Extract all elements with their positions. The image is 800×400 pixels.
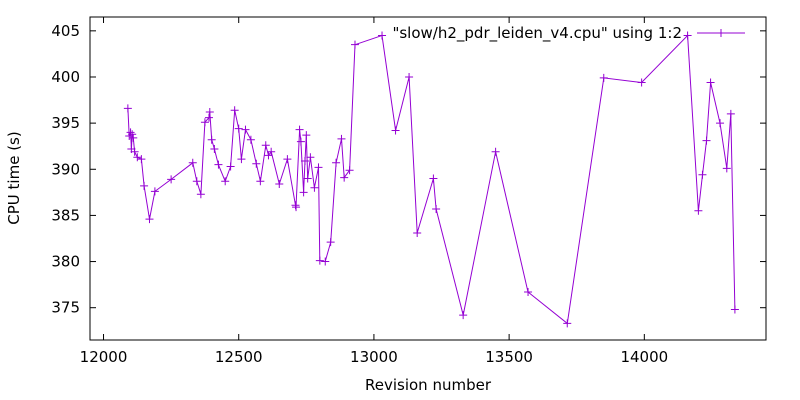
data-point — [337, 134, 346, 143]
y-tick-label: 385 — [51, 206, 80, 224]
x-tick-label: 12500 — [215, 348, 263, 366]
data-point — [524, 288, 533, 297]
data-point — [129, 133, 138, 142]
data-point — [340, 173, 349, 182]
data-point — [226, 162, 235, 171]
data-point — [306, 153, 315, 162]
x-axis: 12000 12500 13000 13500 14000 — [80, 17, 668, 366]
legend: "slow/h2_pdr_leiden_v4.cpu" using 1:2 — [392, 24, 745, 43]
legend-marker — [717, 29, 725, 37]
data-point — [267, 147, 276, 156]
y-axis-label: CPU time (s) — [5, 131, 23, 224]
data-point — [332, 158, 341, 167]
data-point — [459, 311, 468, 320]
y-tick-label: 395 — [51, 114, 80, 132]
data-point — [196, 190, 205, 199]
y-tick-label: 375 — [51, 299, 80, 317]
data-point — [221, 177, 230, 186]
data-point — [326, 238, 335, 247]
legend-label: "slow/h2_pdr_leiden_v4.cpu" using 1:2 — [392, 24, 682, 43]
data-point — [300, 156, 309, 165]
data-point — [432, 204, 441, 213]
data-point — [241, 125, 250, 134]
x-axis-label: Revision number — [365, 376, 492, 394]
data-point — [378, 31, 387, 40]
series-group — [123, 31, 739, 328]
data-point — [192, 177, 201, 186]
data-point — [716, 119, 725, 128]
data-point — [599, 73, 608, 82]
data-point — [706, 78, 715, 87]
y-tick-label: 380 — [51, 253, 80, 271]
data-point — [292, 203, 301, 212]
data-point — [230, 106, 239, 115]
data-point — [133, 153, 142, 162]
x-tick-label: 14000 — [620, 348, 668, 366]
data-point — [299, 188, 308, 197]
data-point — [123, 104, 132, 113]
data-point — [210, 144, 219, 153]
data-point — [188, 158, 197, 167]
data-point — [200, 118, 209, 127]
data-point — [283, 155, 292, 164]
data-point — [303, 174, 312, 183]
data-point — [256, 177, 265, 186]
data-point — [205, 108, 214, 117]
data-point — [150, 187, 159, 196]
data-point — [237, 155, 246, 164]
data-point — [722, 164, 731, 173]
data-point — [429, 174, 438, 183]
data-point — [246, 135, 255, 144]
y-tick-label: 405 — [51, 22, 80, 40]
data-point — [295, 125, 304, 134]
data-point — [261, 141, 270, 150]
data-point — [726, 109, 735, 118]
data-point — [391, 126, 400, 135]
data-point — [130, 147, 139, 156]
data-point — [252, 159, 261, 168]
data-point — [302, 131, 311, 140]
data-point — [694, 206, 703, 215]
data-point — [698, 170, 707, 179]
data-point — [128, 130, 137, 139]
data-point — [137, 155, 146, 164]
data-point — [345, 166, 354, 175]
plot-frame — [89, 16, 767, 341]
data-point — [291, 201, 300, 210]
x-tick-label: 13500 — [485, 348, 533, 366]
data-point — [140, 181, 149, 190]
data-point — [491, 147, 500, 156]
data-point — [214, 160, 223, 169]
data-point — [234, 124, 243, 133]
y-axis: 375 380 385 390 395 400 405 — [51, 22, 766, 317]
data-point — [204, 113, 213, 122]
x-tick-label: 13000 — [350, 348, 398, 366]
series-line — [127, 34, 736, 325]
data-point — [207, 135, 216, 144]
data-point — [275, 180, 284, 189]
data-point — [683, 31, 692, 40]
y-tick-label: 400 — [51, 68, 80, 86]
data-point — [314, 163, 323, 172]
y-tick-label: 390 — [51, 160, 80, 178]
data-point — [413, 228, 422, 237]
data-point — [315, 256, 324, 265]
data-point — [310, 183, 319, 192]
data-point — [167, 175, 176, 184]
data-point — [350, 40, 359, 49]
data-point — [637, 78, 646, 87]
x-tick-label: 12000 — [80, 348, 128, 366]
data-point — [563, 319, 572, 328]
data-point — [296, 137, 305, 146]
data-point — [126, 128, 135, 137]
data-point — [730, 305, 739, 314]
data-point — [405, 72, 414, 81]
data-point — [702, 136, 711, 145]
data-point — [145, 215, 154, 224]
data-point — [321, 257, 330, 266]
